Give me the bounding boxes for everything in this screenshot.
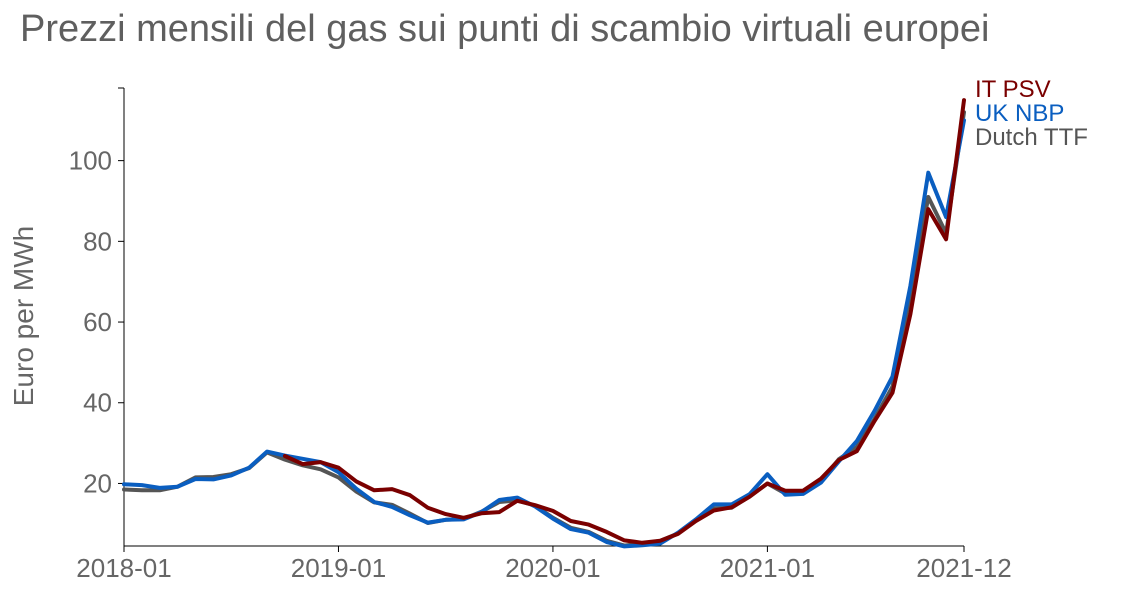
legend-label-dutch-ttf: Dutch TTF xyxy=(975,124,1088,151)
y-tick-label: 80 xyxy=(83,226,112,256)
y-tick-label: 100 xyxy=(69,146,112,176)
y-tick-label: 40 xyxy=(83,388,112,418)
x-tick-label: 2020-01 xyxy=(505,553,600,583)
series-line-it-psv xyxy=(282,98,966,545)
series-line-uk-nbp xyxy=(122,118,966,549)
y-tick-label: 20 xyxy=(83,468,112,498)
y-tick-label: 60 xyxy=(83,307,112,337)
y-axis-title: Euro per MWh xyxy=(8,226,39,407)
x-tick-label: 2021-12 xyxy=(916,553,1011,583)
series-lines xyxy=(122,98,966,549)
x-tick-label: 2018-01 xyxy=(76,553,171,583)
series-line-dutch-ttf xyxy=(122,110,966,548)
axes: 20 40 60 80 100 2018-01 2019-01 2020-01 2021-01 2… xyxy=(69,87,1012,583)
legend-label-it-psv: IT PSV xyxy=(975,76,1051,103)
x-tick-label: 2021-01 xyxy=(720,553,815,583)
x-tick-label: 2019-01 xyxy=(291,553,386,583)
legend-label-uk-nbp: UK NBP xyxy=(975,100,1064,127)
chart-title: Prezzi mensili del gas sui punti di scam… xyxy=(20,8,990,50)
